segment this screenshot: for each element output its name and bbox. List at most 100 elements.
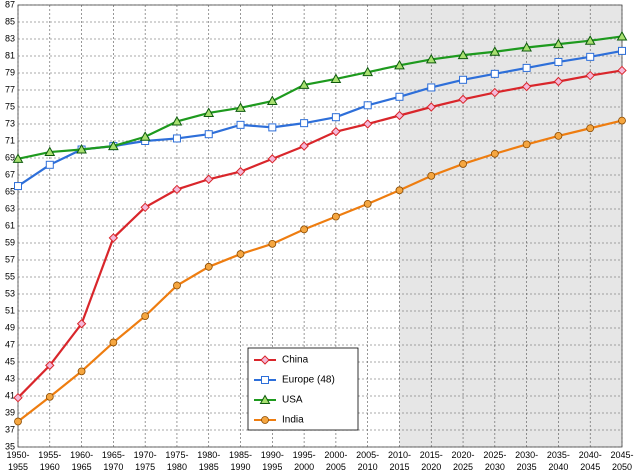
marker — [140, 202, 150, 213]
y-tick-label: 67 — [5, 169, 15, 179]
marker — [584, 35, 596, 45]
marker — [394, 110, 405, 121]
marker — [394, 59, 405, 70]
marker — [204, 262, 213, 271]
marker — [362, 119, 373, 129]
marker — [76, 143, 87, 154]
marker — [490, 87, 500, 98]
marker — [490, 149, 499, 158]
marker — [45, 392, 54, 401]
marker — [331, 212, 340, 221]
marker — [44, 146, 56, 157]
series — [12, 30, 628, 163]
x-tick-label: 1975-1980 — [165, 450, 189, 472]
marker — [553, 76, 564, 87]
marker — [77, 367, 86, 376]
marker — [395, 92, 404, 101]
x-tick-label: 2010-2015 — [387, 450, 411, 472]
y-tick-label: 75 — [5, 101, 15, 111]
y-tick-label: 79 — [5, 67, 15, 77]
marker — [173, 281, 181, 290]
series-line — [17, 119, 623, 423]
marker — [203, 107, 215, 117]
marker — [171, 115, 183, 126]
marker — [586, 124, 595, 133]
x-tick-label: 2025-2030 — [483, 450, 507, 472]
legend-item: China — [254, 355, 309, 366]
legend-item: Europe (48) — [254, 375, 335, 386]
x-tick-label: 1995-2000 — [292, 450, 316, 472]
marker — [235, 102, 246, 112]
x-tick-label: 1965-1970 — [101, 450, 125, 472]
marker — [522, 140, 531, 149]
marker — [425, 53, 437, 64]
marker — [618, 46, 626, 55]
marker — [459, 160, 467, 168]
marker — [268, 239, 277, 248]
marker — [553, 38, 564, 49]
y-tick-label: 37 — [5, 424, 15, 434]
legend-item: India — [254, 415, 304, 426]
legend-label: India — [282, 415, 304, 426]
x-tick-label: 1985-1990 — [229, 450, 253, 472]
legend-marker — [259, 394, 271, 404]
marker — [172, 184, 182, 195]
y-tick-label: 83 — [5, 33, 15, 43]
marker — [554, 131, 563, 140]
y-tick-label: 65 — [5, 186, 15, 196]
legend-marker — [261, 416, 269, 424]
y-tick-label: 71 — [5, 135, 15, 145]
marker — [618, 116, 626, 125]
y-tick-label: 41 — [5, 390, 15, 400]
legend-label: USA — [282, 395, 303, 406]
marker — [45, 160, 54, 169]
x-tick-label: 2045-2050 — [610, 450, 634, 472]
x-tick-label: 2020-2025 — [451, 450, 475, 472]
y-tick-label: 39 — [5, 407, 15, 417]
x-tick-label: 1970-1975 — [133, 450, 157, 472]
y-tick-label: 43 — [5, 373, 15, 383]
marker — [490, 69, 499, 78]
plot-border — [17, 4, 623, 448]
x-tick-label: 1990-1995 — [260, 450, 284, 472]
marker — [108, 233, 119, 243]
marker — [172, 134, 181, 143]
legend-label: China — [282, 355, 309, 366]
marker — [267, 154, 278, 164]
marker — [266, 95, 278, 106]
marker — [521, 81, 532, 92]
series — [14, 116, 626, 426]
y-tick-label: 63 — [5, 203, 15, 213]
marker — [458, 94, 468, 105]
marker — [427, 171, 436, 180]
y-tick-label: 73 — [5, 118, 15, 128]
marker — [457, 49, 469, 60]
marker — [236, 120, 245, 129]
marker — [363, 101, 372, 110]
x-tick-label: 2035-2040 — [546, 450, 570, 472]
y-tick-label: 47 — [5, 339, 15, 349]
marker — [204, 174, 214, 184]
marker — [586, 52, 595, 61]
marker — [300, 119, 309, 128]
y-tick-label: 55 — [5, 271, 15, 281]
y-tick-label: 81 — [5, 50, 15, 60]
marker — [14, 417, 22, 426]
legend-label: Europe (48) — [282, 375, 335, 386]
marker — [141, 312, 150, 321]
x-tick-label: 1950-1955 — [6, 450, 30, 472]
marker — [14, 182, 22, 191]
series — [13, 65, 627, 403]
y-tick-label: 61 — [5, 220, 15, 230]
marker — [236, 250, 245, 258]
marker — [395, 186, 404, 195]
marker — [204, 130, 213, 139]
x-tick-label: 1955-1960 — [38, 450, 62, 472]
marker — [139, 131, 151, 141]
y-tick-label: 87 — [5, 0, 15, 9]
marker — [522, 63, 531, 72]
y-tick-label: 49 — [5, 322, 15, 332]
y-tick-label: 51 — [5, 305, 15, 315]
y-tick-label: 77 — [5, 84, 15, 94]
marker — [331, 126, 341, 137]
